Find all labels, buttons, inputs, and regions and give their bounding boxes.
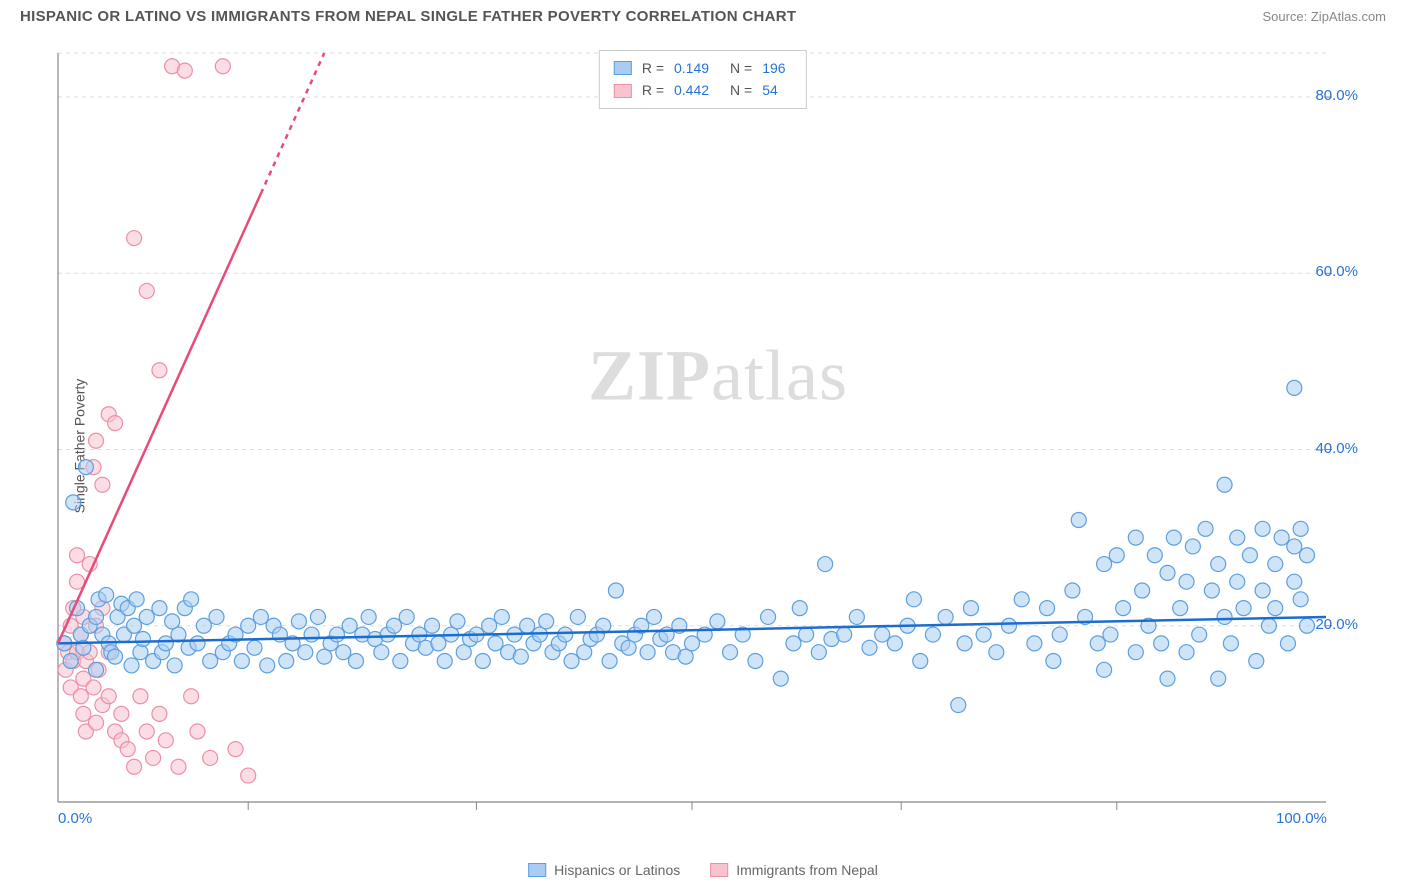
x-tick-label: 0.0%: [58, 810, 92, 827]
x-tick-label: 100.0%: [1276, 810, 1327, 827]
legend-stats-row-blue: R = 0.149 N = 196: [614, 57, 792, 79]
legend-series: Hispanics or Latinos Immigrants from Nep…: [528, 862, 878, 878]
chart-area: ZIPatlas 0.0%100.0%20.0%40.0%60.0%80.0%: [50, 45, 1386, 832]
y-tick-label: 20.0%: [1315, 616, 1358, 633]
y-tick-label: 40.0%: [1315, 440, 1358, 457]
y-tick-label: 80.0%: [1315, 87, 1358, 104]
swatch-blue-icon: [528, 863, 546, 877]
scatter-plot: [50, 45, 1386, 832]
chart-title: HISPANIC OR LATINO VS IMMIGRANTS FROM NE…: [20, 8, 796, 25]
y-tick-label: 60.0%: [1315, 263, 1358, 280]
swatch-pink: [614, 84, 632, 98]
swatch-blue: [614, 61, 632, 75]
chart-source: Source: ZipAtlas.com: [1262, 9, 1386, 24]
legend-stats-row-pink: R = 0.442 N = 54: [614, 79, 792, 101]
swatch-pink-icon: [710, 863, 728, 877]
legend-stats: R = 0.149 N = 196 R = 0.442 N = 54: [599, 50, 807, 109]
legend-item-blue: Hispanics or Latinos: [528, 862, 680, 878]
legend-item-pink: Immigrants from Nepal: [710, 862, 878, 878]
